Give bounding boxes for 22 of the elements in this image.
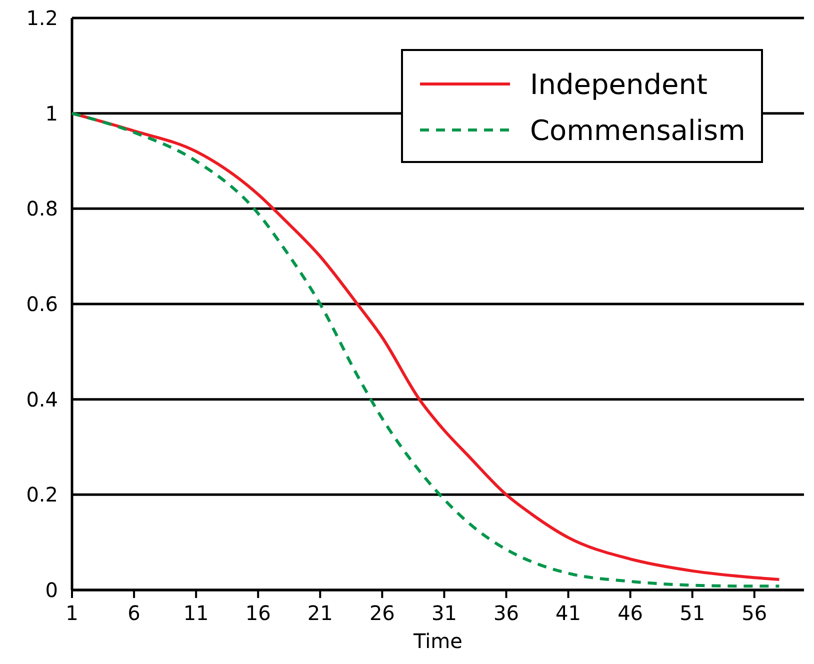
y-tick-label: 0.8 xyxy=(26,196,58,221)
x-tick-label: 16 xyxy=(245,601,271,625)
y-tick-label: 0.2 xyxy=(26,482,58,507)
x-tick-label: 21 xyxy=(307,601,333,625)
y-tick-label: 1.2 xyxy=(26,6,58,30)
x-tick-label: 56 xyxy=(742,601,768,625)
y-tick-label: 0.6 xyxy=(26,292,58,316)
y-tick-label: 0 xyxy=(45,578,58,602)
x-tick-label: 1 xyxy=(66,601,78,625)
x-tick-label: 26 xyxy=(369,601,395,625)
x-tick-label: 41 xyxy=(556,601,581,625)
x-tick-label: 36 xyxy=(494,601,519,625)
legend-label: Commensalism xyxy=(530,114,746,147)
legend-label: Independent xyxy=(530,68,708,101)
x-tick-label: 11 xyxy=(183,601,209,625)
x-tick-label: 51 xyxy=(680,601,706,625)
x-tick-label: 31 xyxy=(431,601,457,625)
x-tick-label: 6 xyxy=(128,601,140,625)
x-tick-label: 46 xyxy=(618,601,644,625)
y-tick-label: 0.4 xyxy=(26,387,58,412)
y-tick-label: 1 xyxy=(45,101,58,126)
x-axis-title: Time xyxy=(412,629,462,653)
